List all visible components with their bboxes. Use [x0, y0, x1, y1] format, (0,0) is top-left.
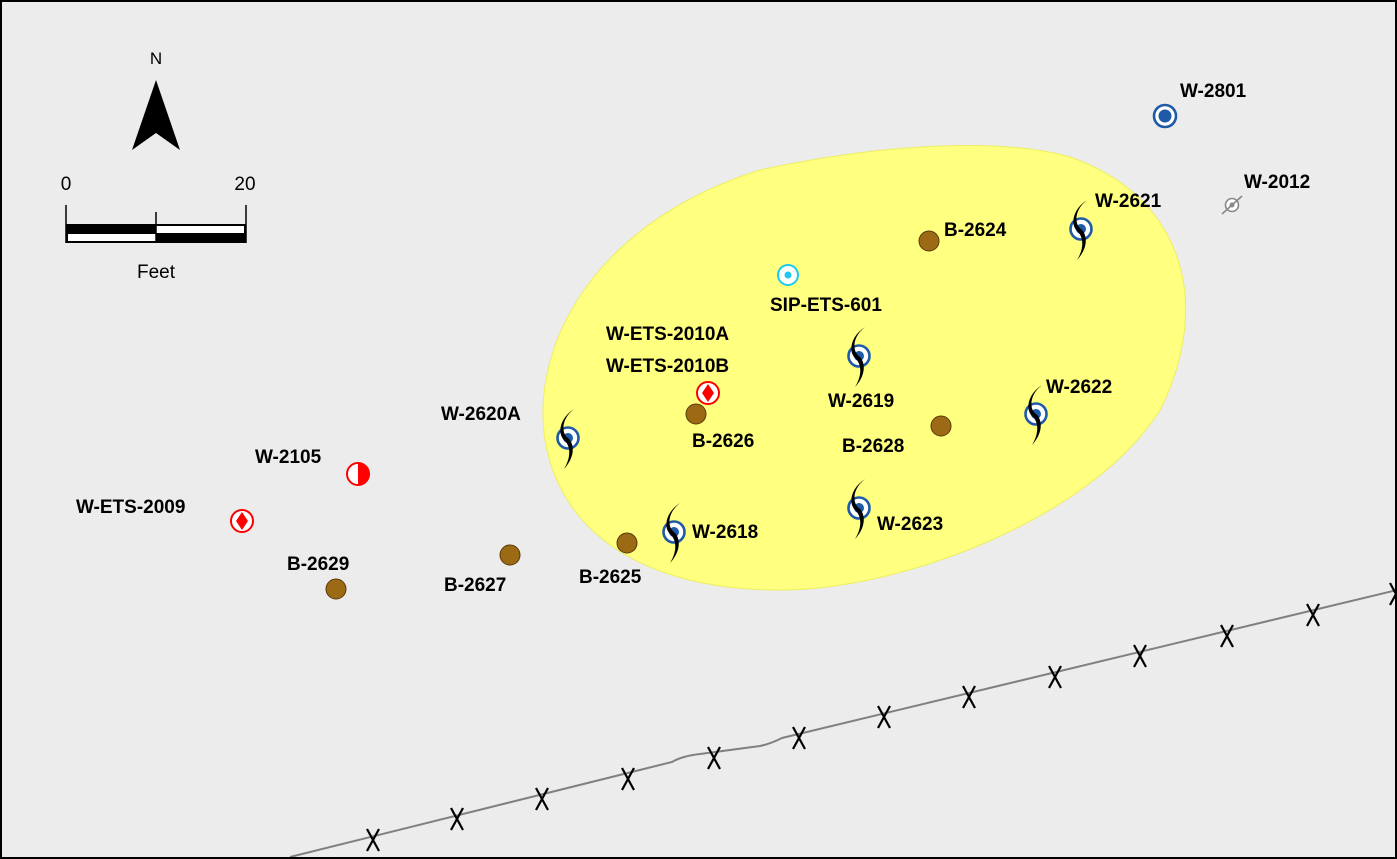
boring-icon	[918, 230, 940, 252]
well-w-2621[interactable]: W-2621	[1069, 191, 1162, 260]
well-label: W-2105	[255, 447, 322, 468]
solid-blue-well-icon	[1152, 103, 1178, 129]
boring-label: B-2629	[287, 554, 349, 575]
boring-label: B-2625	[579, 567, 642, 588]
contamination-plume	[542, 145, 1187, 591]
well-w-2801[interactable]: W-2801	[1152, 81, 1247, 129]
well-label: W-2012	[1244, 172, 1310, 193]
boring-label: B-2628	[842, 436, 904, 457]
boring-b-2626[interactable]: B-2626	[685, 403, 754, 452]
well-label-b: W-ETS-2010B	[606, 356, 729, 377]
well-w-ets-2010[interactable]: W-ETS-2010A W-ETS-2010B	[606, 324, 729, 405]
boring-icon	[685, 403, 707, 425]
well-label: W-2621	[1095, 191, 1162, 212]
boring-b-2625[interactable]: B-2625	[579, 532, 642, 588]
boring-label: B-2626	[692, 431, 754, 452]
boring-b-2629[interactable]: B-2629	[287, 554, 349, 600]
sample-point-sip-ets-601[interactable]: SIP-ETS-601	[770, 264, 882, 316]
well-label: W-2623	[877, 514, 943, 535]
well-w-2105[interactable]: W-2105	[255, 447, 370, 486]
scale-bar-units: Feet	[137, 262, 176, 283]
scale-bar-start-label: 0	[61, 174, 72, 195]
north-arrow-icon	[132, 80, 180, 150]
well-w-2618[interactable]: W-2618	[662, 503, 759, 563]
well-w-2622[interactable]: W-2622	[1024, 377, 1113, 445]
boring-icon	[499, 544, 521, 566]
well-label: W-2620A	[441, 404, 521, 425]
well-w-ets-2009[interactable]: W-ETS-2009	[76, 497, 254, 533]
north-arrow-label: N	[150, 49, 162, 68]
boring-b-2624[interactable]: B-2624	[918, 220, 1007, 252]
boring-icon	[616, 532, 638, 554]
north-arrow: N	[132, 49, 180, 150]
well-w-2619[interactable]: W-2619	[828, 327, 894, 412]
well-w-2012[interactable]: W-2012	[1221, 172, 1310, 215]
fence-line	[289, 581, 1395, 857]
well-label: W-2619	[828, 391, 894, 412]
scale-bar-end-label: 20	[234, 174, 255, 195]
well-label: W-2622	[1046, 377, 1112, 398]
boring-icon	[930, 415, 952, 437]
boring-label: B-2624	[944, 220, 1007, 241]
red-diamond-well-icon	[696, 381, 720, 405]
abandoned-well-icon	[1221, 195, 1243, 215]
sample-point-label: SIP-ETS-601	[770, 295, 882, 316]
well-label: W-ETS-2009	[76, 497, 185, 518]
boring-b-2627[interactable]: B-2627	[444, 544, 521, 596]
scale-bar: 0 20 Feet	[61, 174, 256, 283]
well-label: W-2801	[1180, 81, 1247, 102]
half-red-well-icon	[346, 462, 370, 486]
soil-vapor-point-icon	[777, 264, 799, 286]
boring-b-2628[interactable]: B-2628	[842, 415, 952, 457]
well-w-2623[interactable]: W-2623	[847, 479, 944, 539]
well-label: W-2618	[692, 522, 758, 543]
boring-label: B-2627	[444, 575, 506, 596]
well-w-2620a[interactable]: W-2620A	[441, 404, 580, 469]
boring-icon	[325, 578, 347, 600]
well-label-a: W-ETS-2010A	[606, 324, 729, 345]
red-diamond-well-icon	[230, 509, 254, 533]
